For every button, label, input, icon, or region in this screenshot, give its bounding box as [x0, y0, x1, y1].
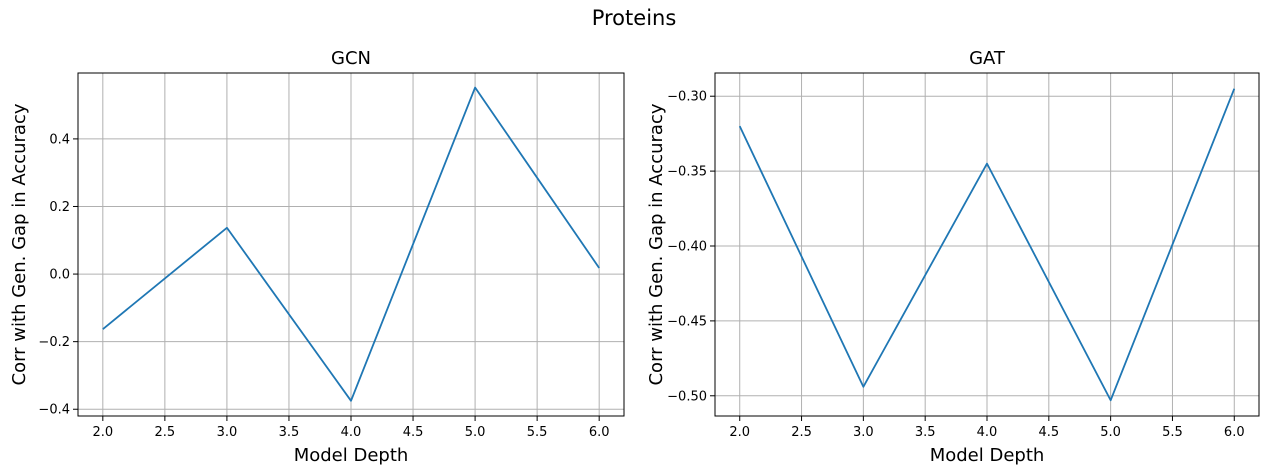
figure-title: Proteins	[592, 6, 677, 30]
gcn-x-tick-label: 2.0	[92, 425, 113, 440]
gcn-x-tick-label: 3.5	[279, 425, 300, 440]
gcn-x-tick-label: 4.5	[403, 425, 424, 440]
gat-x-tick-label: 6.0	[1224, 425, 1245, 440]
gat-y-tick-label: −0.30	[667, 90, 707, 105]
gcn-y-axis-label: Corr with Gen. Gap in Accuracy	[9, 103, 30, 385]
gat-x-tick-label: 4.5	[1038, 425, 1059, 440]
gat-panel: 2.0 2.5 3.0 3.5 4.0 4.5 5.0 5.5 6.0 −0.50 −0.45 −0.…	[646, 48, 1260, 466]
gat-y-axis-label: Corr with Gen. Gap in Accuracy	[646, 103, 667, 385]
gat-title: GAT	[969, 48, 1006, 69]
gcn-y-tick-label: −0.2	[38, 335, 70, 350]
gat-x-tick-label: 2.0	[729, 425, 750, 440]
gat-x-tick-label: 5.5	[1162, 425, 1183, 440]
gcn-x-tick-label: 6.0	[589, 425, 610, 440]
gcn-series-line	[102, 86, 600, 402]
gcn-title: GCN	[331, 48, 371, 69]
gat-y-tick-label: −0.35	[667, 165, 707, 180]
gcn-x-tick-label: 4.0	[341, 425, 362, 440]
gat-x-tick-label: 4.0	[977, 425, 998, 440]
gat-y-tick-label: −0.40	[667, 239, 707, 254]
gat-x-axis-label: Model Depth	[930, 445, 1045, 466]
gcn-panel: 2.0 2.5 3.0 3.5 4.0 4.5 5.0 5.5 6.0 −0.4 −0.2 0.0 0.…	[9, 48, 625, 466]
gcn-x-tick-label: 5.0	[465, 425, 486, 440]
gcn-x-tick-label: 5.5	[527, 425, 548, 440]
gat-series-line	[738, 88, 1236, 402]
gat-x-tick-label: 5.0	[1100, 425, 1121, 440]
gcn-y-tick-label: 0.2	[49, 200, 70, 215]
gcn-y-tick-label: 0.4	[49, 132, 70, 147]
gcn-y-tick-label: 0.0	[49, 268, 70, 283]
gat-y-tick-label: −0.45	[667, 314, 707, 329]
gat-x-tick-label: 3.0	[853, 425, 874, 440]
gcn-x-axis-label: Model Depth	[294, 445, 409, 466]
gcn-y-tick-label: −0.4	[38, 403, 70, 418]
gcn-x-tick-label: 2.5	[155, 425, 176, 440]
gat-x-tick-label: 2.5	[791, 425, 812, 440]
gat-y-tick-label: −0.50	[667, 389, 707, 404]
gcn-x-tick-label: 3.0	[217, 425, 238, 440]
gat-x-tick-label: 3.5	[915, 425, 936, 440]
